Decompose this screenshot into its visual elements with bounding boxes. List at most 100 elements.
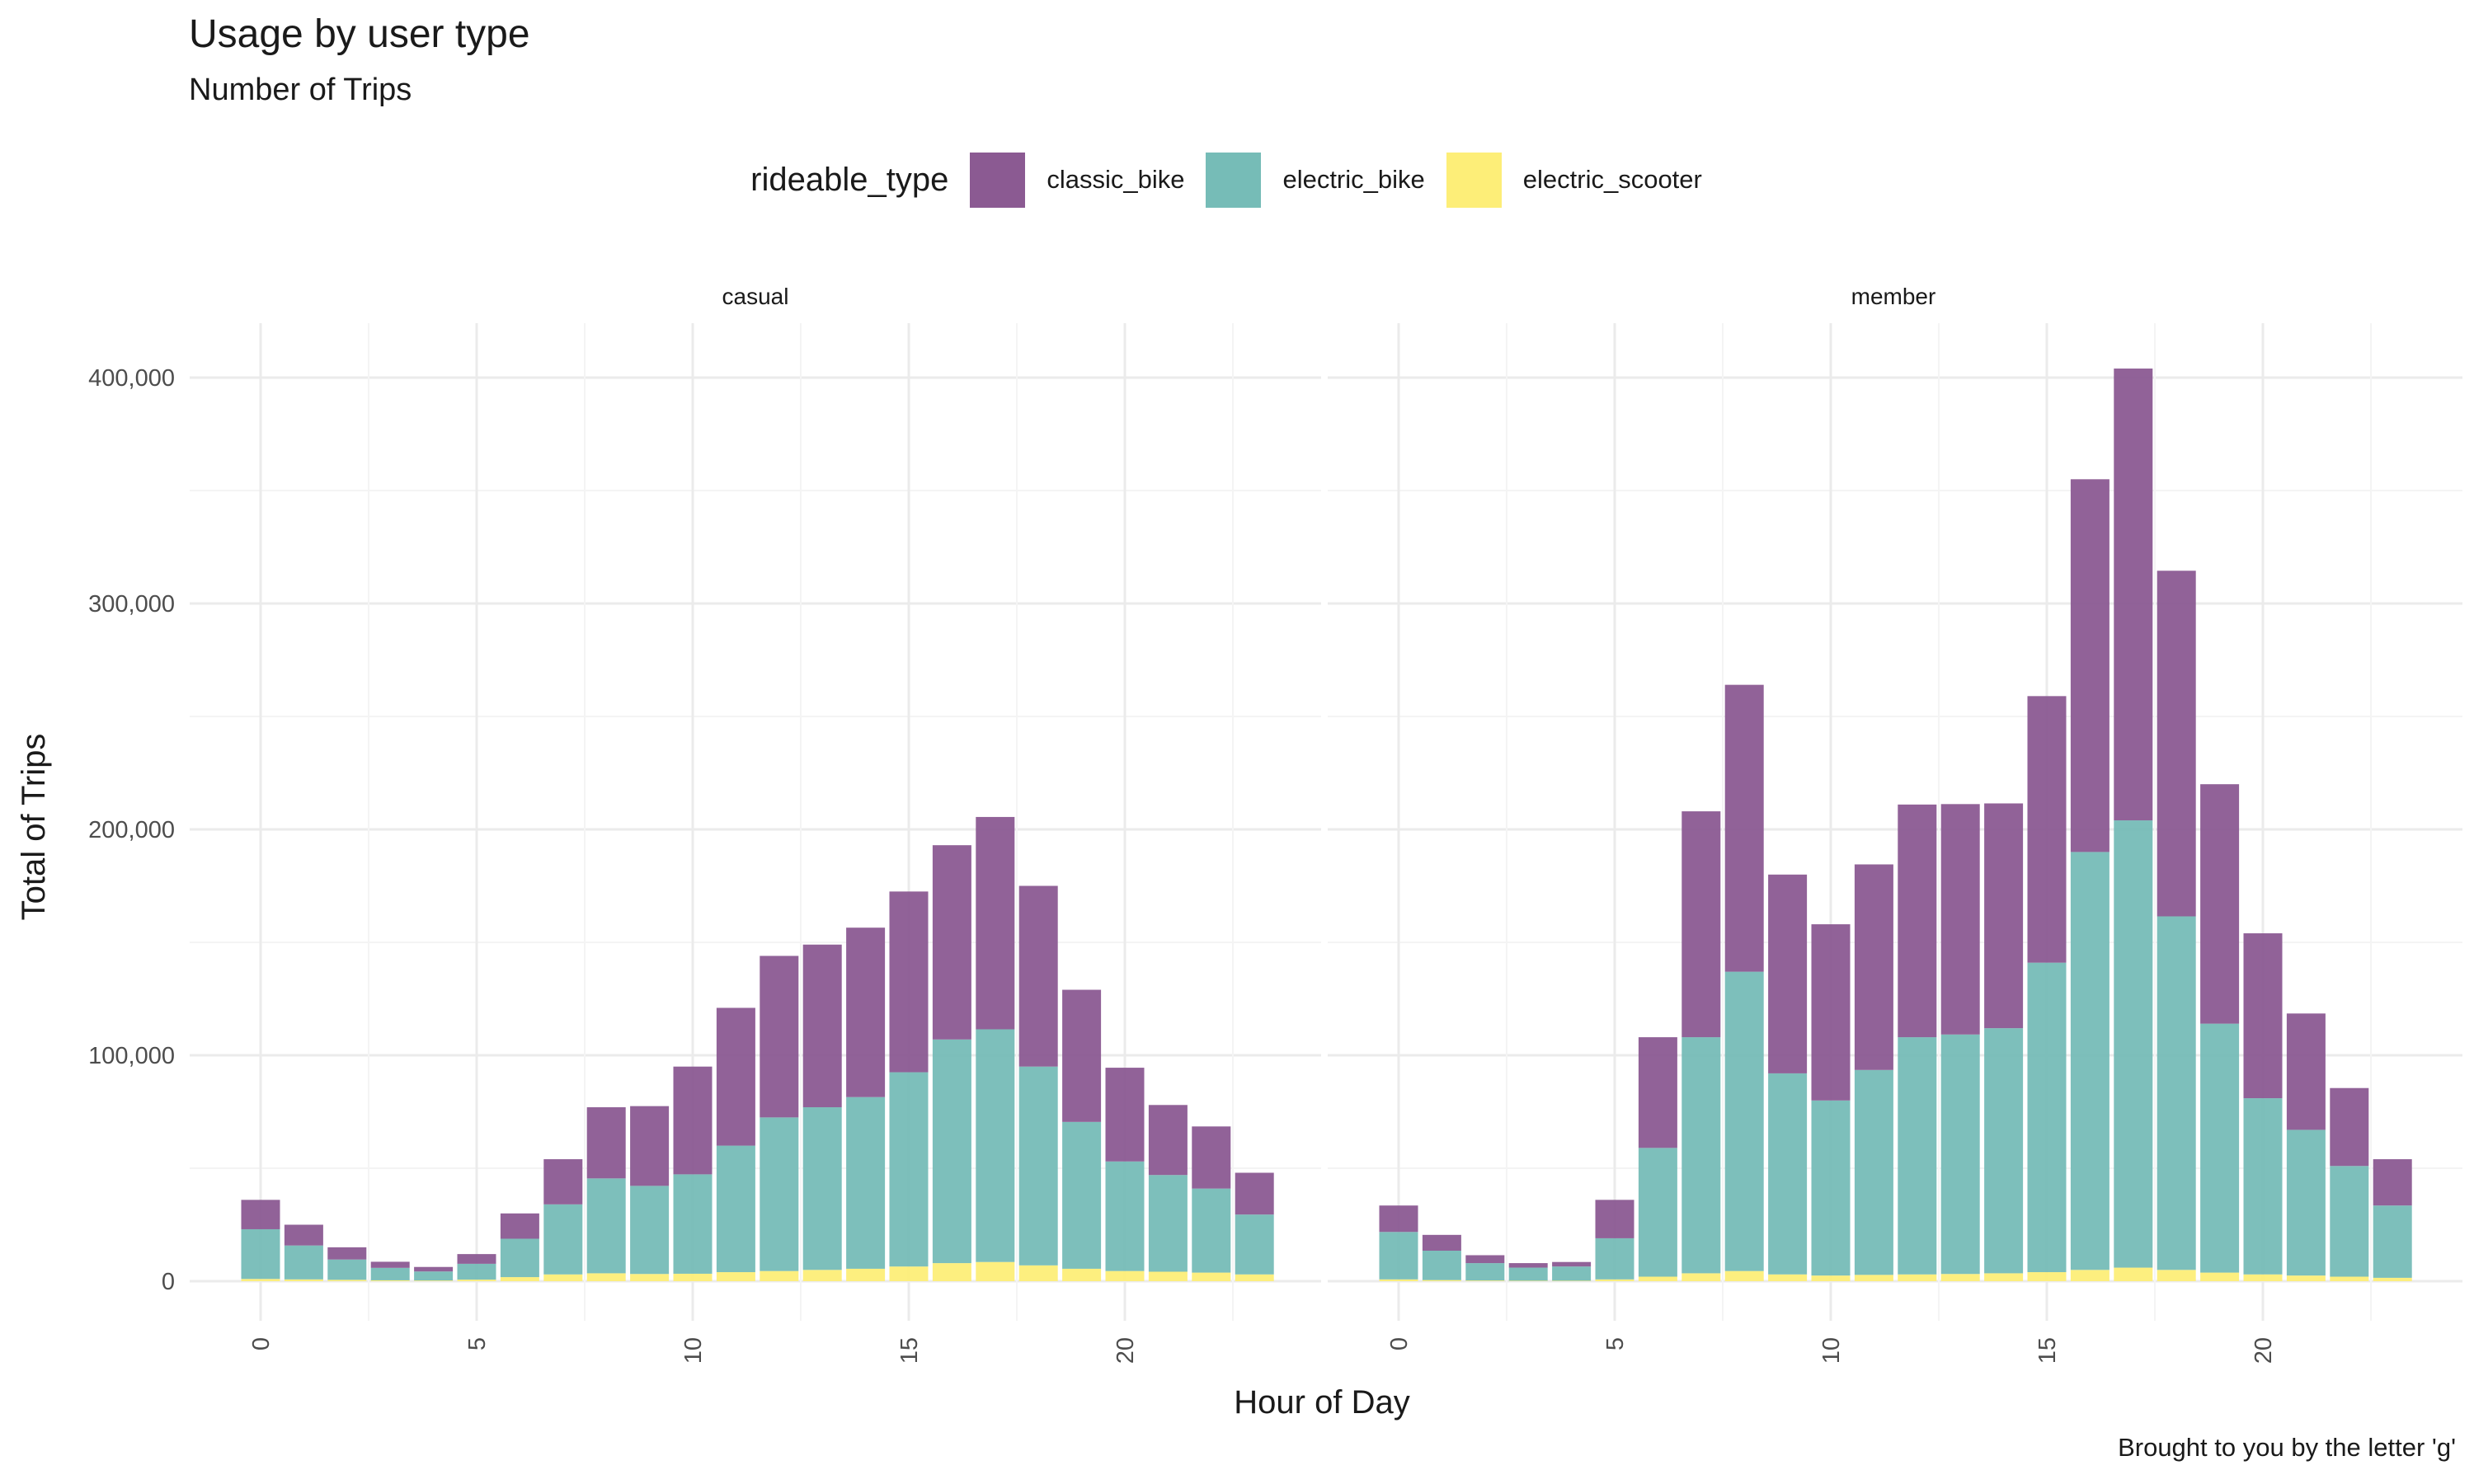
legend-item-classic-bike: classic_bike [970,152,1185,208]
bar-casual-electric-bike-h13 [802,1107,842,1270]
bar-casual-electric-scooter-h7 [543,1274,583,1281]
bar-casual-electric-scooter-h11 [716,1272,755,1281]
bar-member-electric-bike-h9 [1768,1073,1808,1275]
bar-member-electric-bike-h21 [2286,1129,2326,1276]
bar-member-electric-scooter-h11 [1854,1275,1893,1281]
bar-member-electric-bike-h22 [2330,1166,2369,1277]
x-tick-label: 0 [1386,1337,1413,1350]
bar-member-classic-bike-h13 [1940,804,1980,1035]
legend-title: rideable_type [750,161,949,198]
bar-casual-electric-scooter-h18 [1018,1265,1058,1281]
bar-member-electric-scooter-h5 [1595,1279,1634,1281]
bar-member-classic-bike-h17 [2114,369,2153,821]
bar-member-electric-bike-h16 [2070,852,2109,1270]
x-tick-label: 15 [2034,1337,2061,1364]
bar-member-electric-scooter-h1 [1422,1280,1461,1281]
x-axis-title: Hour of Day [1234,1384,1409,1421]
y-tick-label: 0 [162,1269,175,1295]
x-tick-label: 20 [1112,1337,1139,1364]
bar-member-electric-bike-h2 [1465,1263,1505,1281]
bar-member-electric-bike-h6 [1638,1148,1677,1277]
bar-casual-electric-scooter-h12 [760,1270,799,1281]
bar-casual-electric-bike-h20 [1105,1161,1145,1271]
bar-member-electric-scooter-h6 [1638,1276,1677,1281]
bar-casual-classic-bike-h4 [414,1266,454,1272]
bar-casual-electric-bike-h21 [1148,1175,1188,1272]
bar-casual-electric-scooter-h22 [1192,1272,1231,1281]
bar-member-electric-bike-h11 [1854,1069,1893,1275]
bar-member-electric-scooter-h4 [1552,1280,1592,1281]
bar-member-electric-scooter-h3 [1508,1280,1548,1281]
bar-casual-electric-scooter-h21 [1148,1271,1188,1281]
bar-casual-electric-bike-h1 [284,1245,323,1280]
bar-member-electric-scooter-h13 [1940,1274,1980,1281]
bar-member-electric-scooter-h14 [1984,1273,2024,1281]
bar-member-classic-bike-h4 [1552,1261,1592,1267]
bar-member-classic-bike-h19 [2200,784,2240,1024]
bar-member-electric-bike-h12 [1898,1037,1937,1275]
bar-member-classic-bike-h0 [1379,1205,1418,1233]
x-tick-label: 5 [1602,1337,1629,1350]
bar-casual-electric-bike-h4 [414,1271,454,1281]
bar-member-classic-bike-h5 [1595,1200,1634,1238]
chart-title: Usage by user type [189,12,530,56]
bar-casual-electric-bike-h9 [630,1186,670,1275]
bar-member-electric-scooter-h16 [2070,1270,2109,1281]
bar-casual-classic-bike-h3 [370,1261,410,1268]
bar-casual-electric-scooter-h3 [370,1280,410,1281]
bar-casual-classic-bike-h12 [760,956,799,1118]
chart-subtitle: Number of Trips [189,73,412,107]
y-tick-label: 100,000 [88,1043,175,1069]
bar-casual-classic-bike-h11 [716,1007,755,1146]
x-tick-label: 0 [248,1337,275,1350]
legend-key-classic-bike [970,152,1026,208]
bar-casual-classic-bike-h5 [457,1254,496,1264]
bar-casual-classic-bike-h15 [889,891,929,1073]
bar-casual-electric-scooter-h2 [327,1280,367,1281]
bar-casual-electric-bike-h10 [673,1174,713,1274]
legend-label-electric-bike: electric_bike [1282,165,1425,194]
bar-member-electric-bike-h8 [1724,971,1764,1271]
bar-member-classic-bike-h6 [1638,1037,1677,1148]
bar-member-electric-scooter-h19 [2200,1272,2240,1281]
bar-casual-electric-bike-h19 [1062,1121,1102,1269]
y-tick-label: 300,000 [88,591,175,618]
bar-casual-electric-bike-h18 [1018,1066,1058,1266]
y-tick-label: 400,000 [88,365,175,392]
bar-casual-electric-scooter-h6 [500,1277,539,1281]
bar-casual-electric-scooter-h16 [932,1263,971,1281]
bar-member-electric-scooter-h7 [1681,1273,1721,1281]
bar-member-classic-bike-h8 [1724,684,1764,972]
bar-member-classic-bike-h10 [1811,924,1851,1101]
bar-member-classic-bike-h3 [1508,1263,1548,1268]
bar-member-classic-bike-h12 [1898,804,1937,1038]
bar-member-classic-bike-h9 [1768,874,1808,1073]
bar-casual-classic-bike-h1 [284,1224,323,1246]
bar-member-classic-bike-h7 [1681,811,1721,1038]
bar-member-electric-scooter-h20 [2243,1274,2283,1281]
bar-casual-classic-bike-h2 [327,1247,367,1260]
bar-member-classic-bike-h2 [1465,1255,1505,1264]
legend-label-electric-scooter: electric_scooter [1522,165,1702,194]
bar-casual-electric-bike-h23 [1235,1214,1274,1275]
bar-member-electric-bike-h13 [1940,1034,1980,1275]
bar-member-electric-bike-h17 [2114,820,2153,1268]
bar-casual-electric-bike-h16 [932,1039,971,1264]
x-tick-label: 5 [464,1337,491,1350]
bar-member-electric-bike-h14 [1984,1028,2024,1274]
bar-member-electric-scooter-h10 [1811,1275,1851,1281]
bar-casual-electric-bike-h12 [760,1117,799,1271]
bar-member-electric-scooter-h12 [1898,1274,1937,1281]
bar-casual-electric-scooter-h8 [586,1273,626,1281]
y-axis-title: Total of Trips [16,734,52,921]
bar-casual-electric-bike-h14 [846,1097,886,1269]
bar-member-electric-bike-h0 [1379,1232,1418,1280]
bar-casual-electric-scooter-h19 [1062,1268,1102,1281]
bar-casual-electric-bike-h5 [457,1263,496,1280]
legend-label-classic-bike: classic_bike [1047,165,1185,194]
bar-member-electric-bike-h7 [1681,1037,1721,1274]
caption: Brought to you by the letter 'g' [2118,1433,2456,1462]
bar-casual-classic-bike-h17 [976,816,1015,1030]
bar-casual-classic-bike-h9 [630,1106,670,1186]
